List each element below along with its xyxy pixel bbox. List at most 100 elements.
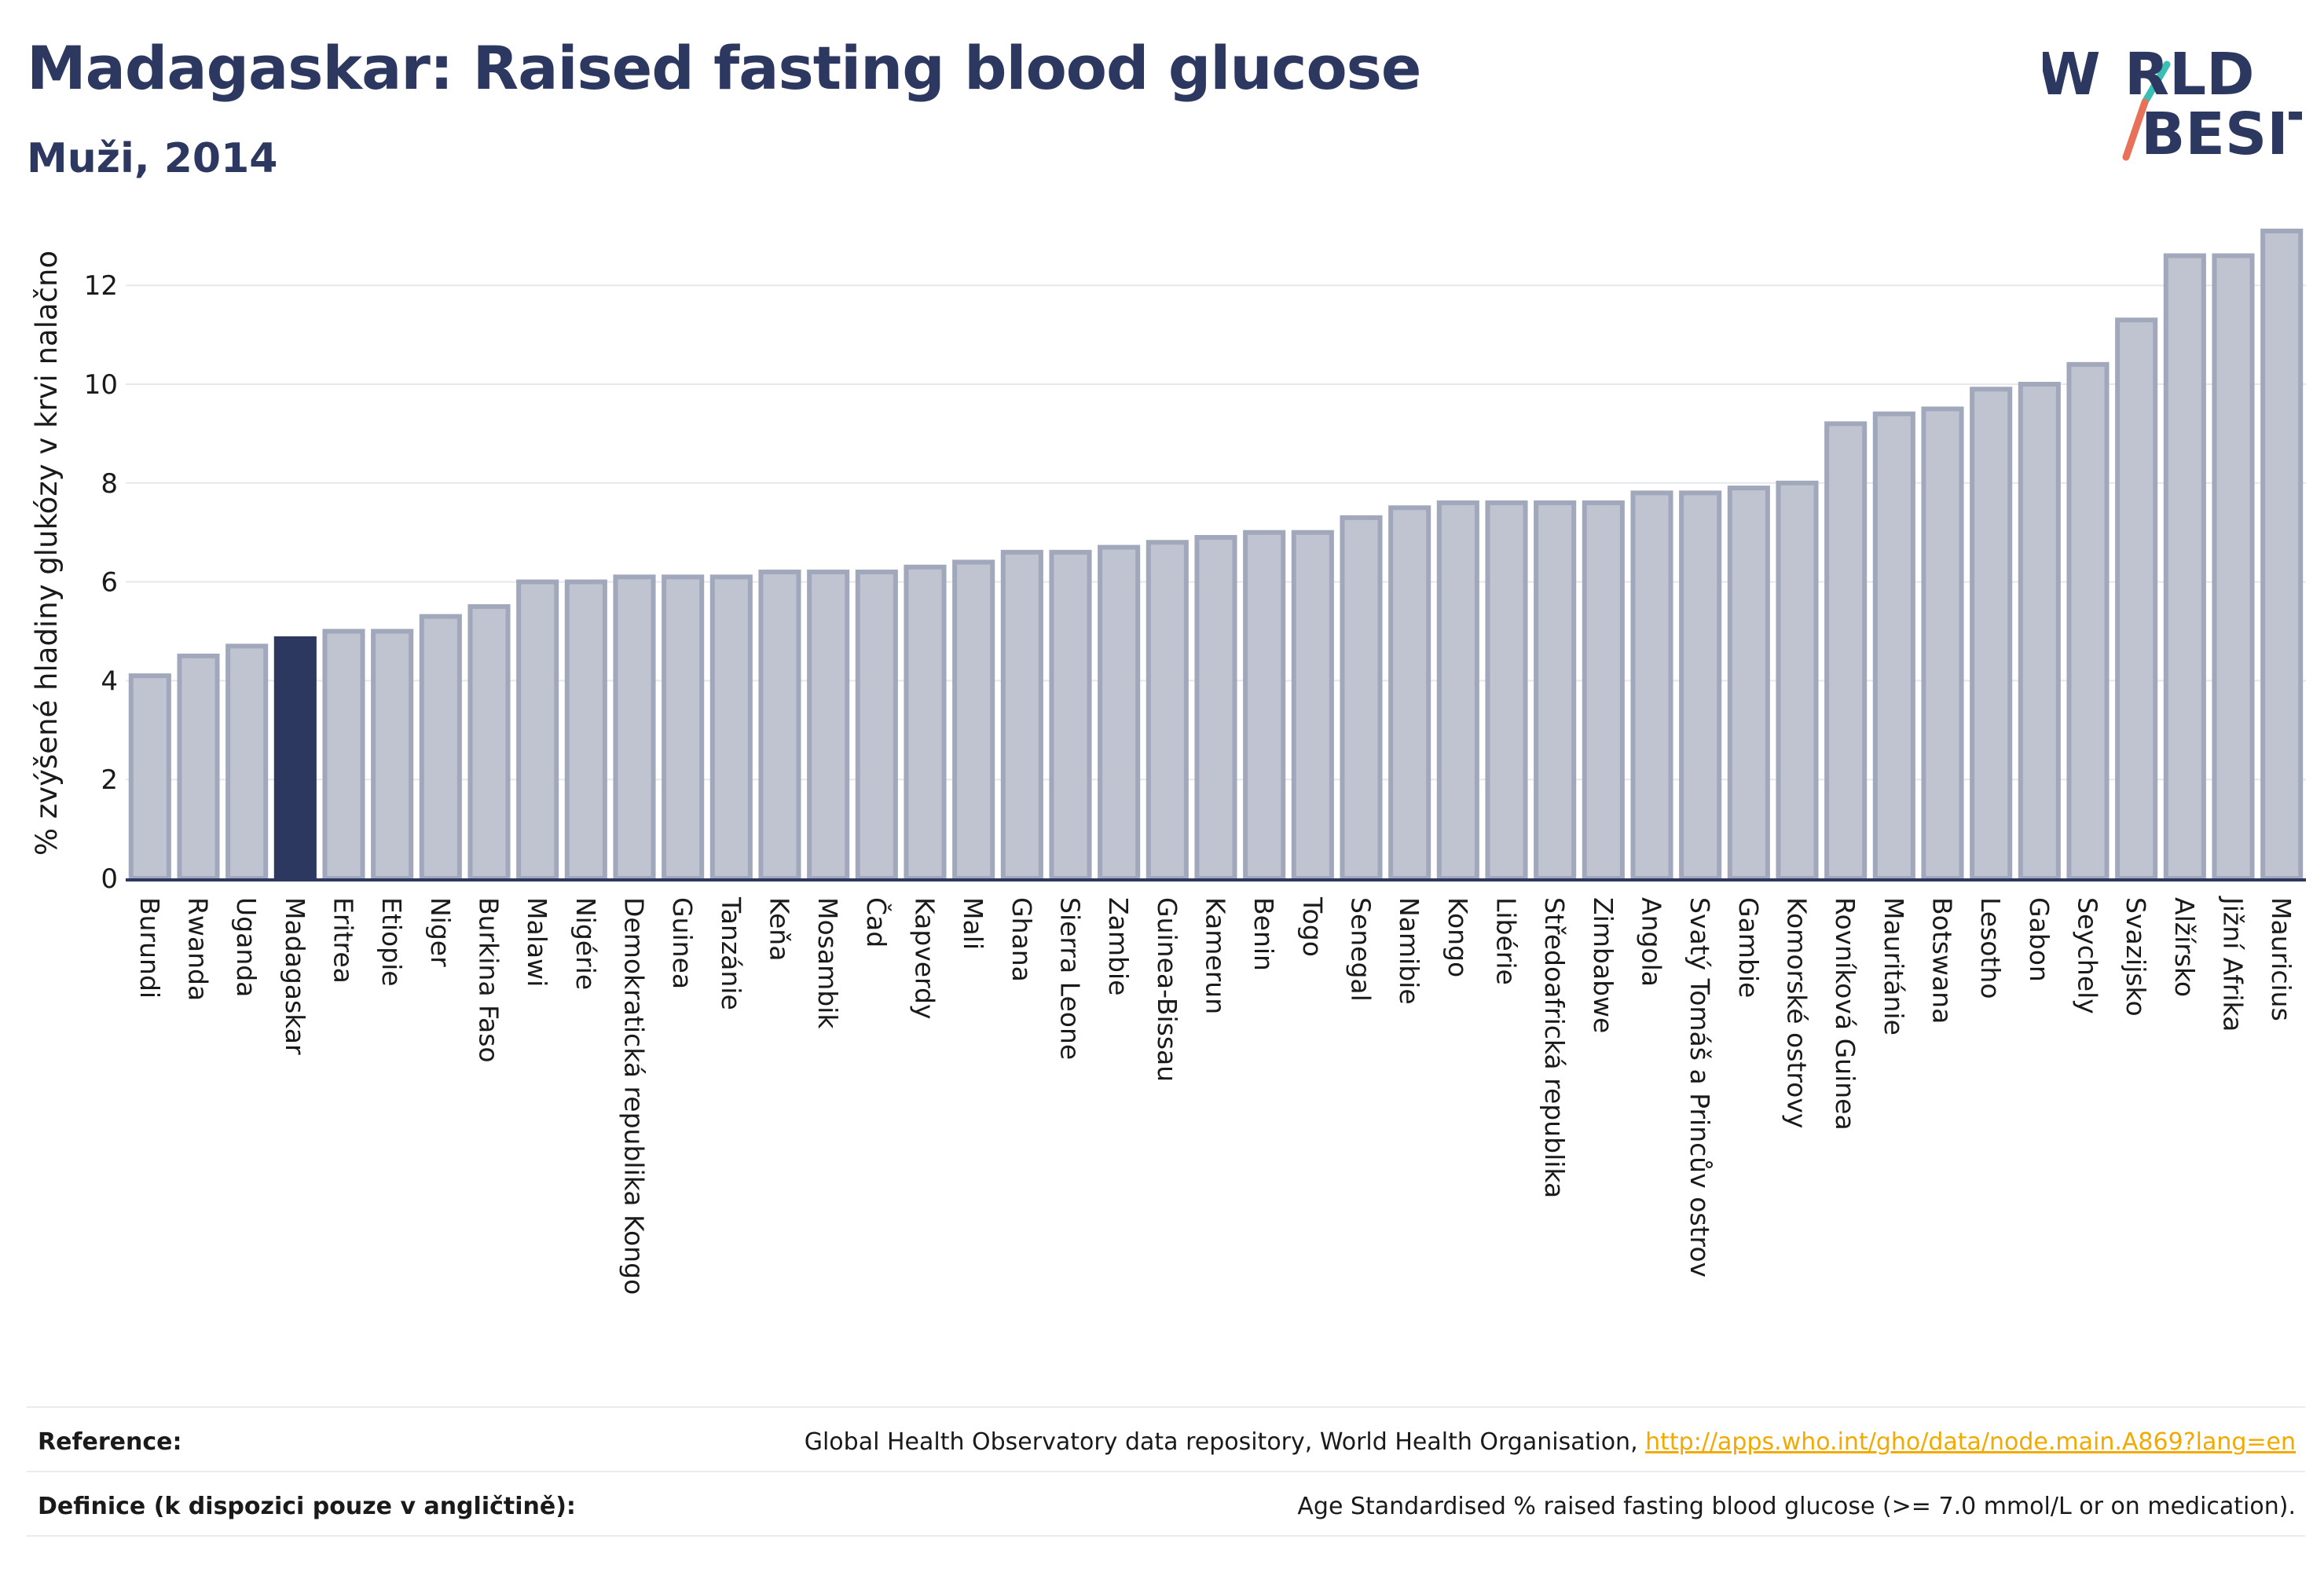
- x-tick-label: Jižní Afrika: [2218, 896, 2249, 1032]
- bar: [613, 574, 656, 881]
- bar: [709, 574, 753, 881]
- y-axis-title: % zvýšené hladiny glukózy v krvi nalačno: [30, 251, 64, 856]
- x-tick-label: Svatý Tomáš a Princův ostrov: [1684, 897, 1715, 1277]
- bar: [419, 614, 462, 881]
- y-tick-label: 6: [101, 567, 118, 599]
- x-tick-label: Senegal: [1346, 897, 1376, 1002]
- x-tick-label: Demokratická republika Kongo: [619, 897, 650, 1295]
- svg-text:W: W: [2043, 41, 2101, 108]
- footer-divider-middle: [27, 1471, 2305, 1472]
- x-tick-label: Svazijsko: [2121, 897, 2151, 1017]
- x-tick-label: Angola: [1637, 897, 1667, 987]
- x-tick-label: Nigérie: [570, 897, 601, 990]
- x-tick-label: Zimbabwe: [1588, 897, 1618, 1033]
- bar: [1098, 544, 1141, 881]
- bar: [1388, 505, 1431, 881]
- y-tick-label: 8: [101, 468, 118, 500]
- x-tick-label: Namibie: [1394, 897, 1424, 1005]
- bar: [177, 653, 220, 881]
- bar: [2115, 317, 2158, 881]
- bar: [322, 629, 365, 881]
- definition-text: Age Standardised % raised fasting blood …: [1297, 1493, 2296, 1520]
- x-tick-label: Mauricius: [2266, 897, 2297, 1021]
- bar: [1436, 500, 1479, 881]
- bar: [807, 570, 850, 881]
- bar: [1970, 387, 2013, 881]
- x-tick-label: Ghana: [1006, 897, 1037, 982]
- chart-title: Madagaskar: Raised fasting blood glucose: [27, 33, 1421, 103]
- x-tick-label: Tanzánie: [716, 896, 746, 1010]
- bar: [1049, 549, 1092, 881]
- bar: [1824, 421, 1868, 881]
- bar: [1485, 500, 1528, 881]
- x-tick-label: Keňa: [764, 897, 795, 961]
- bar: [1921, 406, 1964, 881]
- x-tick-label: Libérie: [1491, 897, 1522, 985]
- x-tick-label: Mauritánie: [1879, 897, 1909, 1035]
- bar: [1727, 486, 1770, 881]
- x-tick-label: Alžírsko: [2169, 897, 2200, 997]
- x-tick-label: Benin: [1248, 897, 1279, 971]
- x-tick-label: Kamerun: [1200, 897, 1231, 1014]
- x-tick-label: Guinea: [667, 897, 698, 989]
- chart-subtitle: Muži, 2014: [27, 135, 278, 182]
- bar: [1630, 490, 1673, 881]
- bar: [2066, 361, 2110, 881]
- x-tick-label: Botswana: [1927, 897, 1958, 1024]
- x-tick-label: Malawi: [522, 897, 552, 987]
- bar: [2018, 382, 2061, 881]
- x-tick-label: Uganda: [231, 897, 262, 997]
- x-tick-label: Rwanda: [183, 897, 214, 1001]
- reference-label: Reference:: [38, 1428, 182, 1456]
- bar: [904, 564, 947, 881]
- x-tick-labels: Burundi Rwanda Uganda Madagaskar Eritrea Etio…: [134, 896, 2297, 1295]
- bar: [2260, 229, 2304, 881]
- bar: [2163, 253, 2206, 881]
- bar: [1340, 515, 1383, 881]
- bar: [1146, 540, 1189, 881]
- y-tick-label: 2: [101, 764, 118, 796]
- y-tick-labels: 0 2 4 6 8 10 12: [84, 270, 118, 895]
- x-tick-label: Středoafrická republika: [1539, 897, 1570, 1198]
- bar: [1776, 480, 1819, 881]
- bar: [564, 579, 607, 881]
- world-obesity-logo: W RLD BESITY: [2043, 39, 2302, 165]
- reference-link[interactable]: http://apps.who.int/gho/data/node.main.A…: [1645, 1428, 2296, 1456]
- bar: [516, 579, 559, 881]
- bar: [855, 570, 898, 881]
- reference-text: Global Health Observatory data repositor…: [804, 1428, 1646, 1456]
- x-tick-label: Etiopie: [376, 897, 407, 987]
- bar: [952, 559, 995, 881]
- logo-line2-text: BESITY: [2141, 101, 2302, 165]
- bar: [1243, 530, 1286, 881]
- bar: [1534, 500, 1577, 881]
- x-tick-label: Zambie: [1103, 897, 1134, 995]
- logo-line1-text: RLD: [2124, 41, 2255, 108]
- y-tick-label: 0: [101, 863, 118, 895]
- y-tick-label: 10: [84, 369, 118, 401]
- x-tick-label: Sierra Leone: [1055, 897, 1086, 1060]
- bar: [128, 673, 171, 881]
- x-tick-label: Mosambik: [812, 897, 843, 1029]
- footer-divider-bottom: [27, 1535, 2305, 1537]
- bar: [758, 570, 801, 881]
- y-tick-label: 12: [84, 270, 118, 302]
- x-tick-label: Mali: [958, 897, 988, 950]
- bar-highlight: [273, 636, 317, 881]
- footer-divider-top: [27, 1406, 2305, 1408]
- reference-value: Global Health Observatory data repositor…: [805, 1428, 2296, 1456]
- x-tick-label: Gambie: [1733, 897, 1764, 998]
- x-tick-label: Eritrea: [328, 897, 359, 984]
- bar: [1000, 549, 1043, 881]
- bar: [662, 574, 705, 881]
- y-tick-label: 4: [101, 665, 118, 697]
- x-tick-label: Kapverdy: [910, 897, 940, 1020]
- bar: [1194, 535, 1237, 881]
- definition-label: Definice (k dispozici pouze v angličtině…: [38, 1493, 576, 1520]
- x-tick-label: Gabon: [2024, 897, 2055, 982]
- bar: [2212, 253, 2255, 881]
- bar: [1291, 530, 1334, 881]
- x-tick-label: Čad: [861, 897, 893, 947]
- x-tick-label: Komorské ostrovy: [1782, 897, 1813, 1128]
- x-tick-label: Guinea-Bissau: [1152, 897, 1182, 1082]
